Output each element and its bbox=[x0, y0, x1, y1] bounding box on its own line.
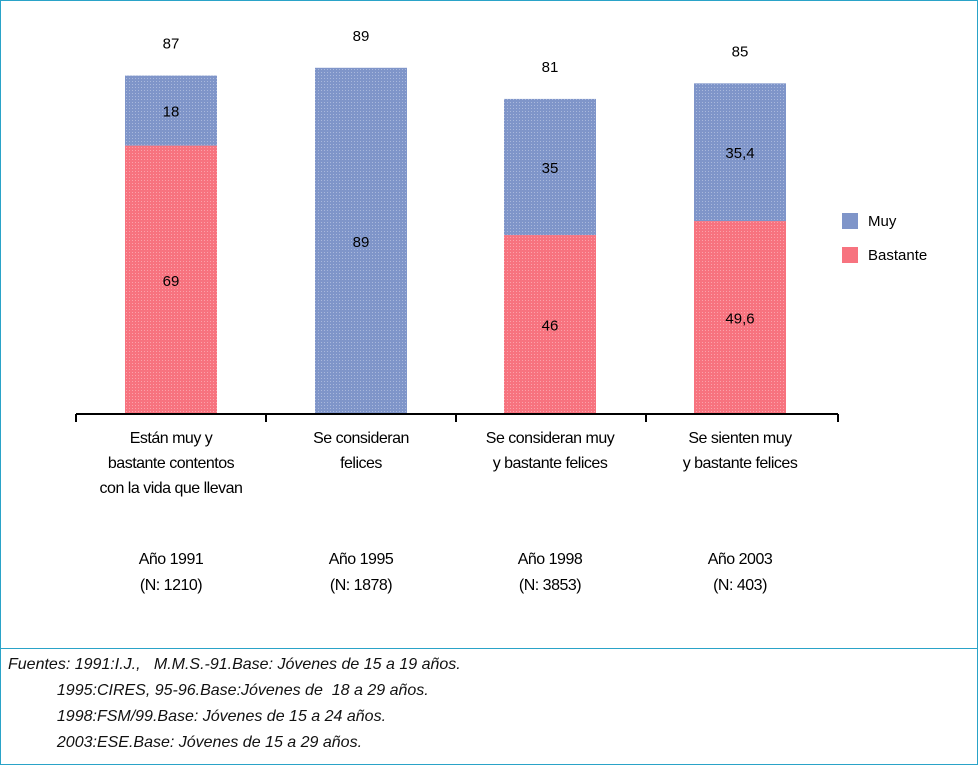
bar-muy bbox=[315, 67, 407, 414]
sources-note: Fuentes: 1991:I.J., M.M.S.-91.Base: Jóve… bbox=[8, 652, 461, 756]
year-label-line: Año 1995 bbox=[328, 551, 394, 568]
year-label-line: (N: 1210) bbox=[139, 577, 203, 594]
data-label: 46 bbox=[542, 318, 559, 335]
data-label: 89 bbox=[353, 234, 370, 251]
category-label-line: Se consideran bbox=[313, 430, 409, 447]
category-label-line: felices bbox=[340, 455, 382, 472]
year-label-line: Año 1991 bbox=[138, 551, 204, 568]
year-label-line: (N: 1878) bbox=[329, 577, 393, 594]
category-label: Están muy y bastante contentos con la vida… bbox=[71, 426, 271, 501]
category-label-line: Se consideran muy bbox=[485, 430, 615, 447]
year-label-line: (N: 3853) bbox=[518, 577, 582, 594]
category-label-line: y bastante felices bbox=[682, 455, 798, 472]
year-label-line: Año 2003 bbox=[707, 551, 773, 568]
source-line: 2003:ESE.Base: Jóvenes de 15 a 29 años. bbox=[8, 734, 363, 751]
bar-bastante bbox=[694, 221, 786, 414]
category-label-line: y bastante felices bbox=[492, 455, 608, 472]
stacked-bar-chart: 69 18 87 89 89 46 35 81 49,6 35,4 85 bbox=[75, 28, 839, 422]
category-label-line: con la vida que llevan bbox=[99, 480, 243, 497]
chart-legend: Muy Bastante bbox=[842, 204, 927, 272]
category-label-line: Se sienten muy bbox=[688, 430, 792, 447]
source-line: 1995:CIRES, 95-96.Base:Jóvenes de 18 a 2… bbox=[8, 682, 429, 699]
category-label: Se sienten muy y bastante felices bbox=[640, 426, 840, 476]
year-label: Año 1995 (N: 1878) bbox=[261, 547, 461, 599]
legend-label: Muy bbox=[868, 212, 897, 230]
bar-bastante bbox=[504, 235, 596, 414]
bar-muy bbox=[125, 75, 217, 146]
total-label: 85 bbox=[732, 43, 749, 60]
legend-swatch bbox=[842, 247, 858, 263]
year-label: Año 2003 (N: 403) bbox=[640, 547, 840, 599]
data-label: 49,6 bbox=[725, 311, 754, 328]
category-label: Se consideran muy y bastante felices bbox=[450, 426, 650, 476]
source-line: Fuentes: 1991:I.J., M.M.S.-91.Base: Jóve… bbox=[8, 656, 461, 673]
source-line: 1998:FSM/99.Base: Jóvenes de 15 a 24 año… bbox=[8, 708, 387, 725]
total-label: 87 bbox=[163, 36, 180, 53]
footer-separator bbox=[0, 648, 977, 649]
legend-label: Bastante bbox=[868, 246, 928, 264]
category-label: Se consideran felices bbox=[261, 426, 461, 476]
year-label-line: (N: 403) bbox=[713, 577, 767, 594]
total-label: 81 bbox=[542, 59, 559, 76]
year-label: Año 1991 (N: 1210) bbox=[71, 547, 271, 599]
year-label-line: Año 1998 bbox=[517, 551, 583, 568]
bar-muy bbox=[694, 83, 786, 222]
legend-swatch bbox=[842, 213, 858, 229]
legend-item-muy: Muy bbox=[842, 204, 927, 238]
data-label: 18 bbox=[163, 104, 180, 121]
bar-bastante bbox=[125, 145, 217, 414]
data-label: 69 bbox=[163, 273, 180, 290]
total-label: 89 bbox=[353, 28, 370, 45]
category-label-line: Están muy y bbox=[129, 430, 213, 447]
bar-muy bbox=[504, 98, 596, 236]
data-label: 35 bbox=[542, 160, 559, 177]
data-label: 35,4 bbox=[725, 145, 754, 162]
year-label: Año 1998 (N: 3853) bbox=[450, 547, 650, 599]
legend-item-bastante: Bastante bbox=[842, 238, 927, 272]
category-label-line: bastante contentos bbox=[107, 455, 235, 472]
